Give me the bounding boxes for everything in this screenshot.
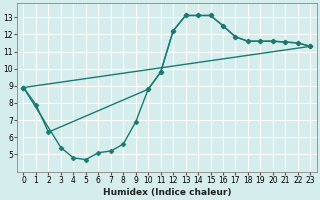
X-axis label: Humidex (Indice chaleur): Humidex (Indice chaleur) (103, 188, 231, 197)
